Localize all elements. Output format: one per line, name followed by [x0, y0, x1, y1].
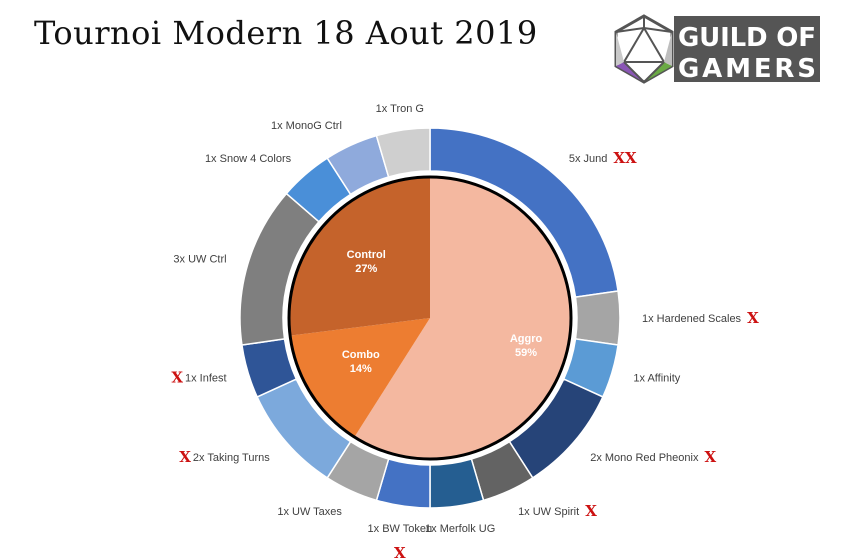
outer-label-1x-tron-g: 1x Tron G [376, 103, 424, 115]
outer-slice-1x-hardened-scales [574, 290, 621, 346]
inner-pie-border [287, 175, 573, 461]
outer-label-1x-uw-spirit: 1x UW Spirit [518, 506, 579, 518]
page-title: Tournoi Modern 18 Aout 2019 [34, 14, 538, 52]
outer-label-2x-taking-turns: 2x Taking Turns [193, 452, 270, 464]
eliminated-mark-2x-mono-red-pheonix: X [704, 448, 716, 466]
eliminated-mark-1x-infest: X [171, 369, 183, 387]
outer-label-1x-infest: 1x Infest [185, 373, 227, 385]
logo-line1: GUILD OF [678, 23, 816, 53]
eliminated-mark-2x-taking-turns: X [179, 448, 191, 466]
outer-label-1x-merfolk-ug: 1x Merfolk UG [425, 523, 495, 535]
d20-icon [614, 14, 674, 84]
inner-label-aggro: Aggro 59% [510, 333, 543, 359]
eliminated-mark-1x-uw-spirit: X [585, 502, 597, 520]
inner-slice-aggro [354, 177, 571, 459]
inner-slice-control [289, 177, 430, 336]
inner-labels: Aggro 59% Combo 14% Control 27% [342, 249, 543, 375]
outer-label-5x-jund: 5x Jund [569, 153, 608, 165]
inner-label-control: Control 27% [347, 249, 386, 275]
outer-ring [239, 127, 621, 509]
outer-label-1x-bw-token: 1x BW Token [368, 523, 433, 535]
eliminated-mark-1x-bw-token: X [394, 544, 406, 559]
outer-label-3x-uw-ctrl: 3x UW Ctrl [173, 253, 226, 265]
inner-slice-combo [290, 318, 430, 438]
outer-label-2x-mono-red-pheonix: 2x Mono Red Pheonix [590, 452, 699, 464]
eliminated-mark-1x-hardened-scales: X [747, 309, 759, 327]
outer-label-1x-monog-ctrl: 1x MonoG Ctrl [271, 120, 342, 132]
eliminated-mark-5x-jund: XX [613, 149, 637, 167]
inner-pie [289, 177, 571, 459]
outer-label-1x-snow-4-colors: 1x Snow 4 Colors [205, 153, 292, 165]
outer-label-1x-affinity: 1x Affinity [633, 373, 680, 385]
outer-label-1x-hardened-scales: 1x Hardened Scales [642, 313, 742, 325]
inner-label-combo: Combo 14% [342, 349, 380, 375]
outer-label-1x-uw-taxes: 1x UW Taxes [277, 506, 342, 518]
guild-of-gamers-logo: GUILD OF GAMERS [614, 14, 820, 84]
outer-slice-1x-tron-g [375, 127, 431, 178]
